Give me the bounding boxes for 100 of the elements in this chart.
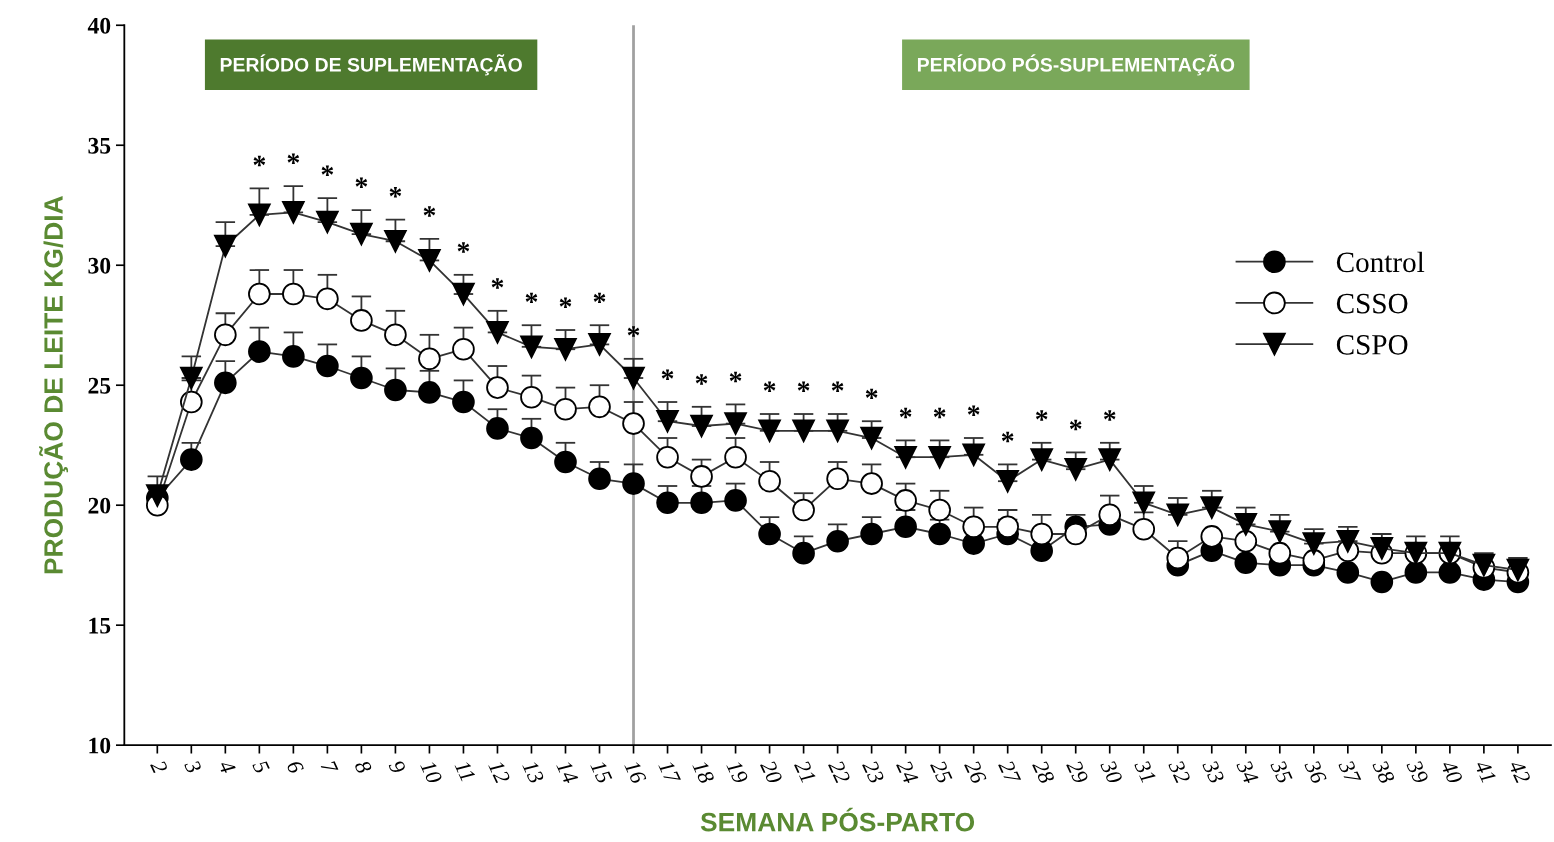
point	[656, 491, 679, 515]
point	[452, 282, 475, 306]
x-tick-label: 32	[1168, 758, 1191, 785]
point	[418, 249, 441, 272]
x-tick-label: 38	[1372, 758, 1395, 785]
x-tick-label: 2	[150, 758, 168, 775]
point	[1302, 532, 1326, 555]
x-tick-label: 21	[794, 758, 816, 783]
point	[248, 203, 271, 227]
x-tick-label: 9	[388, 759, 407, 775]
point	[758, 469, 781, 493]
annotation: *	[1035, 410, 1048, 421]
point	[1200, 496, 1224, 519]
annotation: *	[695, 374, 708, 385]
point	[1064, 522, 1088, 546]
point	[724, 412, 747, 435]
point	[690, 491, 713, 515]
annotation: *	[763, 381, 776, 392]
annotation: *	[253, 155, 266, 167]
x-tick-label: 4	[218, 758, 236, 775]
x-tick-label: 35	[1270, 758, 1293, 785]
x-tick-label: 39	[1406, 758, 1429, 785]
point	[486, 376, 509, 399]
point	[588, 467, 611, 491]
legend-label: Control	[1336, 251, 1425, 273]
point	[860, 522, 883, 546]
point	[724, 445, 747, 469]
annotation: *	[559, 297, 572, 308]
point	[486, 321, 509, 344]
x-tick-label: 3	[183, 758, 202, 775]
point	[1336, 529, 1360, 553]
x-tick-label: 20	[759, 758, 783, 785]
annotation: *	[321, 165, 334, 176]
x-tick-label: 22	[828, 758, 851, 785]
x-tick-label: 11	[454, 759, 476, 782]
point	[452, 337, 475, 361]
point	[724, 489, 747, 512]
x-tick-label: 24	[896, 758, 919, 785]
point	[792, 498, 815, 522]
point	[418, 381, 441, 404]
point	[554, 337, 577, 361]
point	[826, 529, 849, 553]
annotation: *	[933, 407, 946, 419]
x-tick-label: 23	[861, 758, 885, 785]
x-tick-label: 10	[420, 759, 443, 785]
x-tick-label: 14	[556, 759, 579, 785]
point	[758, 522, 781, 546]
point	[282, 345, 305, 368]
point	[316, 287, 339, 311]
x-tick-label: 31	[1133, 758, 1156, 783]
point	[520, 385, 543, 409]
point	[316, 354, 339, 378]
annotation: *	[525, 292, 538, 304]
y-tick-label: 40	[87, 17, 111, 34]
point	[860, 472, 883, 495]
point	[214, 234, 237, 258]
x-tick-label: 36	[1304, 758, 1327, 786]
point	[180, 366, 203, 390]
point	[350, 309, 373, 332]
x-tick-label: 26	[963, 758, 987, 786]
y-tick-label: 10	[89, 737, 111, 754]
x-axis-title: SEMANA PÓS-PARTO	[700, 807, 975, 832]
point	[894, 445, 917, 469]
annotation: *	[491, 278, 504, 289]
point	[928, 498, 951, 522]
point	[452, 390, 475, 414]
point	[418, 347, 441, 371]
x-tick-label: 33	[1202, 758, 1225, 785]
x-tick-label: 25	[929, 758, 953, 785]
x-tick-label: 30	[1099, 758, 1123, 785]
point	[1030, 522, 1054, 546]
x-tick-label: 40	[1440, 758, 1463, 785]
point	[996, 469, 1020, 493]
x-tick-label: 5	[252, 759, 270, 775]
point	[1200, 525, 1224, 548]
legend-label: CSSO	[1336, 293, 1408, 314]
point	[350, 366, 373, 390]
point	[520, 335, 543, 359]
x-tick-label: 37	[1338, 758, 1362, 786]
x-tick-label: 13	[522, 759, 545, 785]
point	[1370, 537, 1394, 560]
x-tick-label: 34	[1236, 758, 1259, 785]
y-tick-label: 20	[88, 497, 111, 514]
point	[1234, 529, 1258, 553]
point	[1064, 457, 1088, 481]
point	[758, 419, 781, 443]
point	[962, 443, 985, 467]
point	[996, 515, 1020, 539]
point	[1438, 561, 1462, 584]
point	[1132, 491, 1156, 515]
point	[894, 489, 917, 512]
annotation: *	[831, 381, 844, 392]
x-tick-label: 28	[1031, 758, 1055, 785]
x-tick-label: 18	[692, 759, 715, 785]
annotation: *	[457, 242, 470, 253]
annotation: *	[389, 187, 402, 198]
annotation: *	[627, 326, 640, 337]
point	[792, 541, 815, 565]
point	[792, 419, 815, 443]
point	[1268, 541, 1292, 565]
